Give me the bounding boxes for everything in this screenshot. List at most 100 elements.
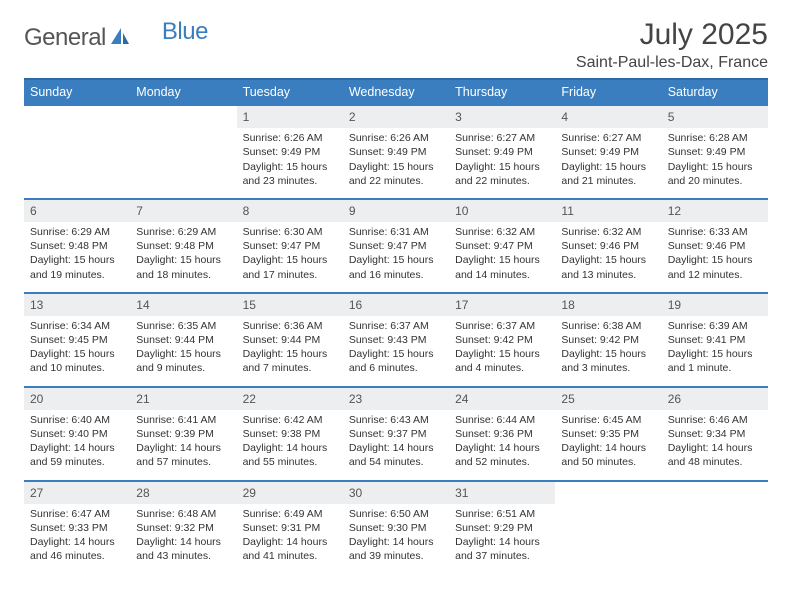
sunset-text: Sunset: 9:44 PM: [136, 333, 230, 347]
sunset-text: Sunset: 9:46 PM: [561, 239, 655, 253]
day1-text: Daylight: 14 hours: [243, 535, 337, 549]
day2-text: and 48 minutes.: [668, 455, 762, 469]
day-content-cell: Sunrise: 6:38 AMSunset: 9:42 PMDaylight:…: [555, 316, 661, 387]
day-content-cell: Sunrise: 6:30 AMSunset: 9:47 PMDaylight:…: [237, 222, 343, 293]
sunset-text: Sunset: 9:29 PM: [455, 521, 549, 535]
day-number-cell: 14: [130, 293, 236, 316]
logo: General Blue: [24, 18, 208, 52]
day2-text: and 39 minutes.: [349, 549, 443, 563]
calendar-table: SundayMondayTuesdayWednesdayThursdayFrid…: [24, 78, 768, 573]
day-number-cell: [24, 105, 130, 128]
day1-text: Daylight: 15 hours: [349, 160, 443, 174]
day-number-cell: 8: [237, 199, 343, 222]
day-content-cell: [130, 128, 236, 199]
day1-text: Daylight: 14 hours: [243, 441, 337, 455]
sunrise-text: Sunrise: 6:36 AM: [243, 319, 337, 333]
day2-text: and 55 minutes.: [243, 455, 337, 469]
day1-text: Daylight: 15 hours: [30, 253, 124, 267]
day2-text: and 6 minutes.: [349, 361, 443, 375]
sunset-text: Sunset: 9:43 PM: [349, 333, 443, 347]
day-content-row: Sunrise: 6:47 AMSunset: 9:33 PMDaylight:…: [24, 504, 768, 574]
sunrise-text: Sunrise: 6:47 AM: [30, 507, 124, 521]
day2-text: and 22 minutes.: [349, 174, 443, 188]
day-number-cell: 9: [343, 199, 449, 222]
day-content-cell: Sunrise: 6:39 AMSunset: 9:41 PMDaylight:…: [662, 316, 768, 387]
sunrise-text: Sunrise: 6:32 AM: [561, 225, 655, 239]
day-number-cell: 4: [555, 105, 661, 128]
sunrise-text: Sunrise: 6:43 AM: [349, 413, 443, 427]
sunset-text: Sunset: 9:45 PM: [30, 333, 124, 347]
day1-text: Daylight: 15 hours: [30, 347, 124, 361]
day-number-cell: 30: [343, 481, 449, 504]
day2-text: and 4 minutes.: [455, 361, 549, 375]
sunset-text: Sunset: 9:31 PM: [243, 521, 337, 535]
day-number-cell: 2: [343, 105, 449, 128]
logo-text-blue: Blue: [162, 18, 208, 46]
day-content-cell: [24, 128, 130, 199]
day2-text: and 57 minutes.: [136, 455, 230, 469]
sunset-text: Sunset: 9:38 PM: [243, 427, 337, 441]
sunrise-text: Sunrise: 6:42 AM: [243, 413, 337, 427]
sunset-text: Sunset: 9:30 PM: [349, 521, 443, 535]
day2-text: and 20 minutes.: [668, 174, 762, 188]
sunrise-text: Sunrise: 6:30 AM: [243, 225, 337, 239]
day1-text: Daylight: 15 hours: [243, 347, 337, 361]
day2-text: and 22 minutes.: [455, 174, 549, 188]
weekday-header: Sunday: [24, 79, 130, 105]
weekday-header: Monday: [130, 79, 236, 105]
day-number-row: 13141516171819: [24, 293, 768, 316]
header: General Blue July 2025 Saint-Paul-les-Da…: [24, 18, 768, 72]
day1-text: Daylight: 14 hours: [455, 535, 549, 549]
day2-text: and 3 minutes.: [561, 361, 655, 375]
sunrise-text: Sunrise: 6:35 AM: [136, 319, 230, 333]
sunrise-text: Sunrise: 6:37 AM: [349, 319, 443, 333]
day1-text: Daylight: 14 hours: [349, 535, 443, 549]
day-content-cell: Sunrise: 6:32 AMSunset: 9:46 PMDaylight:…: [555, 222, 661, 293]
day2-text: and 21 minutes.: [561, 174, 655, 188]
day2-text: and 12 minutes.: [668, 268, 762, 282]
day1-text: Daylight: 15 hours: [561, 347, 655, 361]
sunrise-text: Sunrise: 6:27 AM: [561, 131, 655, 145]
day1-text: Daylight: 14 hours: [30, 535, 124, 549]
day2-text: and 23 minutes.: [243, 174, 337, 188]
day-number-cell: 12: [662, 199, 768, 222]
day2-text: and 19 minutes.: [30, 268, 124, 282]
day-number-cell: 26: [662, 387, 768, 410]
day-content-cell: Sunrise: 6:29 AMSunset: 9:48 PMDaylight:…: [24, 222, 130, 293]
day1-text: Daylight: 14 hours: [136, 535, 230, 549]
sunrise-text: Sunrise: 6:34 AM: [30, 319, 124, 333]
day-number-cell: 24: [449, 387, 555, 410]
day-number-cell: 21: [130, 387, 236, 410]
day1-text: Daylight: 14 hours: [136, 441, 230, 455]
sunset-text: Sunset: 9:41 PM: [668, 333, 762, 347]
sunrise-text: Sunrise: 6:45 AM: [561, 413, 655, 427]
day-content-cell: Sunrise: 6:45 AMSunset: 9:35 PMDaylight:…: [555, 410, 661, 481]
title-block: July 2025 Saint-Paul-les-Dax, France: [576, 18, 768, 72]
day-number-cell: 29: [237, 481, 343, 504]
location: Saint-Paul-les-Dax, France: [576, 54, 768, 72]
sunset-text: Sunset: 9:40 PM: [30, 427, 124, 441]
day-content-cell: Sunrise: 6:31 AMSunset: 9:47 PMDaylight:…: [343, 222, 449, 293]
day-number-cell: [555, 481, 661, 504]
day1-text: Daylight: 15 hours: [243, 160, 337, 174]
day-number-cell: 22: [237, 387, 343, 410]
day2-text: and 10 minutes.: [30, 361, 124, 375]
day2-text: and 59 minutes.: [30, 455, 124, 469]
sunrise-text: Sunrise: 6:46 AM: [668, 413, 762, 427]
day-number-cell: [662, 481, 768, 504]
day-number-cell: 13: [24, 293, 130, 316]
sunset-text: Sunset: 9:47 PM: [455, 239, 549, 253]
day1-text: Daylight: 15 hours: [136, 253, 230, 267]
weekday-header: Thursday: [449, 79, 555, 105]
sunset-text: Sunset: 9:49 PM: [455, 145, 549, 159]
day1-text: Daylight: 15 hours: [349, 347, 443, 361]
day2-text: and 54 minutes.: [349, 455, 443, 469]
day2-text: and 1 minute.: [668, 361, 762, 375]
day-content-cell: Sunrise: 6:28 AMSunset: 9:49 PMDaylight:…: [662, 128, 768, 199]
sunset-text: Sunset: 9:49 PM: [668, 145, 762, 159]
day-content-cell: Sunrise: 6:51 AMSunset: 9:29 PMDaylight:…: [449, 504, 555, 574]
sunrise-text: Sunrise: 6:44 AM: [455, 413, 549, 427]
sunrise-text: Sunrise: 6:29 AM: [30, 225, 124, 239]
day1-text: Daylight: 15 hours: [455, 160, 549, 174]
sunrise-text: Sunrise: 6:51 AM: [455, 507, 549, 521]
